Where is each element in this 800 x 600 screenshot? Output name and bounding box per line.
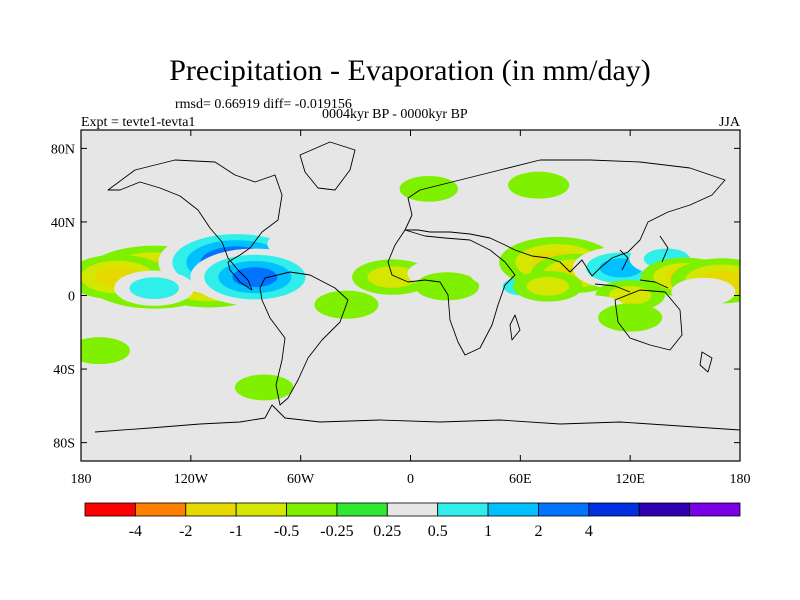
colorbar-label: -0.5 — [274, 523, 299, 540]
x-tick-label: 60E — [509, 472, 532, 487]
coastlines — [94, 141, 740, 433]
anomaly-contour — [526, 276, 570, 296]
anomaly-contour — [367, 266, 417, 289]
y-tick-label: 40N — [51, 216, 75, 231]
anomaly-contour — [267, 229, 334, 259]
anomaly-cell — [190, 248, 320, 306]
colorbar-swatch — [336, 502, 388, 517]
y-tick-label: 40S — [53, 363, 75, 378]
anomaly-contour — [129, 277, 179, 300]
colorbar-label: 1 — [484, 523, 492, 540]
colorbar-swatch — [437, 502, 489, 517]
anomaly-cell — [417, 383, 477, 410]
colorbar-label: 0.5 — [428, 523, 448, 540]
anomaly-contour — [106, 315, 166, 342]
colorbar-label: -0.25 — [320, 523, 353, 540]
colorbar-swatch — [689, 502, 741, 517]
anomaly-contour — [161, 199, 221, 226]
colorbar-label: 2 — [534, 523, 542, 540]
colorbar-swatch — [185, 502, 237, 517]
x-tick-label: 0 — [407, 472, 414, 487]
anomaly-cell — [399, 175, 459, 202]
anomaly-contour — [663, 327, 725, 355]
colorbar-label: 0.25 — [373, 523, 401, 540]
colorbar-swatch — [487, 502, 539, 517]
x-tick-label: 60W — [287, 472, 315, 487]
chart-subtitle: 0004kyr BP - 0000kyr BP — [322, 107, 468, 122]
colorbar-label: -1 — [229, 523, 242, 540]
y-tick-label: 80S — [53, 437, 75, 452]
anomaly-cell — [508, 171, 570, 199]
x-tick-label: 180 — [730, 472, 751, 487]
anomaly-contour — [234, 374, 294, 401]
anomaly-cell — [267, 229, 334, 259]
colorbar-swatch — [286, 502, 338, 517]
anomaly-field — [81, 171, 740, 410]
anomaly-cell — [114, 270, 195, 306]
x-tick-label: 180 — [71, 472, 92, 487]
anomaly-cell — [106, 315, 166, 342]
season-label: JJA — [719, 115, 741, 130]
anomaly-contour — [671, 277, 736, 306]
colorbar-swatch — [638, 502, 691, 517]
anomaly-cell — [161, 199, 221, 226]
y-tick-label: 0 — [68, 290, 75, 305]
colorbar-swatch — [84, 502, 136, 517]
anomaly-contour — [232, 267, 278, 288]
anomaly-cell — [653, 180, 718, 209]
anomaly-contour — [653, 180, 718, 209]
anomaly-cell — [671, 277, 736, 306]
anomaly-cell — [598, 303, 663, 332]
anomaly-cell — [87, 180, 149, 208]
colorbar-label: -4 — [129, 523, 142, 540]
anomaly-cell — [663, 327, 725, 355]
chart-title: Precipitation - Evaporation (in mm/day) — [169, 54, 651, 87]
stats-label: rmsd= 0.66919 diff= -0.019156 — [175, 97, 352, 112]
colorbar-swatch — [235, 502, 287, 517]
colorbar: -4 -2 -1 -0.5 -0.25 0.25 0.5 1 2 4 — [84, 502, 741, 540]
anomaly-contour — [87, 180, 149, 208]
x-tick-label: 120E — [615, 472, 645, 487]
colorbar-swatch — [538, 502, 590, 517]
colorbar-swatch — [588, 502, 640, 517]
anomaly-contour — [598, 303, 663, 332]
experiment-label: Expt = tevte1-tevta1 — [81, 115, 195, 130]
colorbar-swatch — [386, 502, 439, 517]
anomaly-cell — [513, 271, 583, 302]
anomaly-cell — [415, 272, 480, 301]
anomaly-contour — [289, 328, 349, 355]
x-tick-label: 120W — [174, 472, 209, 487]
y-tick-label: 80N — [51, 142, 75, 157]
anomaly-cell — [289, 328, 349, 355]
anomaly-contour — [417, 383, 477, 410]
anomaly-contour — [415, 272, 480, 301]
anomaly-contour — [399, 175, 459, 202]
anomaly-contour — [81, 337, 130, 365]
colorbar-swatch — [134, 502, 187, 517]
colorbar-label: -2 — [179, 523, 192, 540]
anomaly-cell — [234, 374, 294, 401]
anomaly-contour — [508, 171, 570, 199]
anomaly-contour — [608, 286, 652, 305]
map-axes: 180 120W 60W 0 60E 120E 180 80N 40N 0 40S 80S — [51, 130, 751, 487]
anomaly-cell — [81, 337, 130, 365]
colorbar-label: 4 — [585, 523, 593, 540]
